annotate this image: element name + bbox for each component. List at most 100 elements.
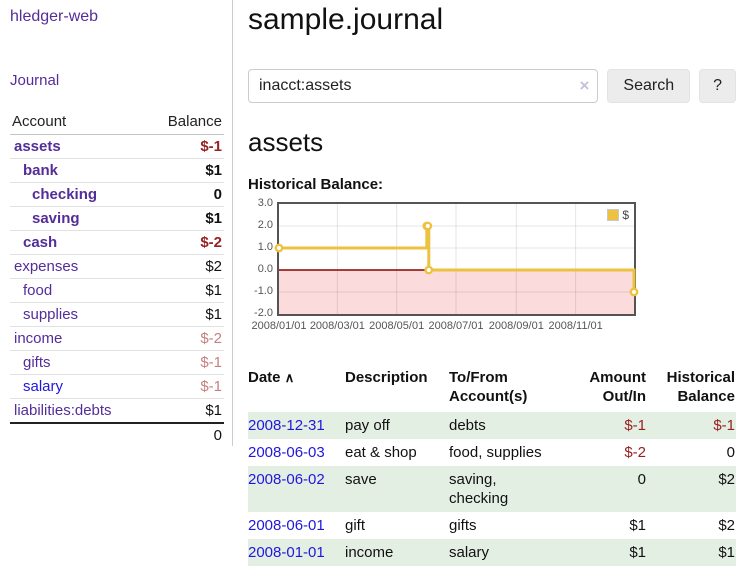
transaction-description: income — [345, 544, 394, 562]
transaction-date-link[interactable]: 2008-06-03 — [248, 444, 325, 462]
account-row: income $-2 — [10, 326, 224, 351]
transaction-accounts: debts — [449, 417, 486, 435]
chart-title: Historical Balance: — [248, 176, 384, 194]
transaction-amount: $1 — [629, 517, 646, 535]
transaction-balance: $2 — [718, 471, 735, 489]
search-box: × — [248, 68, 599, 103]
account-row: gifts $-1 — [10, 350, 224, 375]
account-balance: $2 — [146, 254, 224, 279]
account-balance: $-2 — [146, 326, 224, 351]
account-row: assets $-1 — [10, 134, 224, 159]
y-axis-label: 3.0 — [257, 197, 273, 210]
transaction-amount: $1 — [629, 544, 646, 562]
account-total-balance: 0 — [146, 422, 224, 447]
account-balance: $1 — [205, 402, 222, 419]
register-row: 2008-06-03 eat & shop food, supplies $-2 0 — [248, 439, 736, 466]
sidebar: hledger-web Journal Account Balance asse… — [0, 0, 233, 447]
account-link-expenses[interactable]: expenses — [14, 258, 79, 275]
account-row: cash $-2 — [10, 230, 224, 255]
transaction-balance: $1 — [718, 544, 735, 562]
account-column-header: Account — [10, 110, 147, 135]
transaction-description: pay off — [345, 417, 390, 435]
transaction-date-link[interactable]: 2008-01-01 — [248, 544, 325, 562]
account-total-row: 0 — [10, 422, 224, 447]
sort-ascending-icon: ∧ — [284, 370, 295, 386]
account-link-liabilities-debts[interactable]: liabilities:debts — [14, 402, 112, 419]
transaction-accounts: food, supplies — [449, 444, 542, 462]
y-axis-label: 2.0 — [257, 219, 273, 232]
account-balance: $1 — [146, 278, 224, 303]
balance-column-header: Balance — [146, 110, 224, 135]
help-button[interactable]: ? — [699, 68, 736, 103]
transaction-date-link[interactable]: 2008-06-02 — [248, 471, 325, 489]
register-row: 2008-06-01 gift gifts $1 $2 — [248, 512, 736, 539]
register-row: 2008-06-02 save saving, checking 0 $2 — [248, 466, 736, 513]
account-row: checking 0 — [10, 182, 224, 207]
legend-label: $ — [622, 208, 629, 223]
account-tree-table: Account Balance assets $-1 bank $1 checking 0… — [10, 110, 224, 447]
amount-column-header: Amount Out/In — [589, 369, 646, 406]
balance-chart: $ 3.0 2.0 1.0 0.0 -1.0 -2.0 2008/01/01 2008/03/… — [248, 197, 736, 340]
account-row: bank $1 — [10, 158, 224, 183]
accounts-column-header: To/From Account(s) — [449, 369, 528, 406]
main-content: sample.journal × Search ? assets Histori… — [248, 0, 736, 567]
transaction-amount: $-1 — [624, 417, 646, 435]
transaction-description: gift — [345, 517, 366, 535]
register-body: 2008-12-31 pay off debts $-1 $-1 2008-06-03 ea… — [248, 412, 736, 567]
x-axis-label: 2008/05/01 — [369, 320, 425, 333]
register-table: Date ∧ Description To/From Account(s) Am… — [248, 366, 736, 567]
x-axis-label: 2008/03/01 — [309, 320, 365, 333]
transaction-balance: $-1 — [713, 417, 735, 435]
account-balance: $1 — [146, 206, 224, 231]
account-balance: $-2 — [146, 230, 224, 255]
account-link-bank[interactable]: bank — [23, 162, 59, 179]
transaction-accounts: saving, checking — [449, 471, 509, 508]
chart-legend: $ — [605, 207, 631, 224]
account-balance: $-1 — [146, 374, 224, 399]
transaction-balance: 0 — [726, 444, 735, 462]
transaction-description: save — [345, 471, 377, 489]
plot-area[interactable]: $ — [274, 202, 639, 317]
register-row: 2008-01-01 income salary $1 $1 — [248, 539, 736, 567]
account-balance: $1 — [146, 158, 224, 183]
account-row: saving $1 — [10, 206, 224, 231]
account-link-assets[interactable]: assets — [14, 138, 61, 155]
x-axis-label: 2008/07/01 — [428, 320, 484, 333]
page-title: sample.journal — [248, 3, 444, 36]
transaction-date-link[interactable]: 2008-12-31 — [248, 417, 325, 435]
y-axis-label: 1.0 — [257, 241, 273, 254]
account-link-gifts[interactable]: gifts — [23, 354, 51, 371]
account-row: food $1 — [10, 278, 224, 303]
x-axis-label: 2008/01/01 — [251, 320, 307, 333]
account-balance: $-1 — [146, 134, 224, 159]
clear-search-icon[interactable]: × — [579, 75, 590, 95]
account-tree-header: Account Balance — [10, 110, 224, 135]
y-axis-label: -2.0 — [254, 307, 273, 320]
account-balance: $1 — [146, 302, 224, 327]
transaction-amount: $-2 — [624, 444, 646, 462]
account-link-checking[interactable]: checking — [32, 186, 98, 203]
account-link-saving[interactable]: saving — [32, 210, 80, 227]
search-input[interactable] — [248, 68, 599, 103]
account-link-salary[interactable]: salary — [23, 378, 64, 395]
sidebar-item-journal[interactable]: Journal — [10, 72, 60, 89]
transaction-amount: 0 — [637, 471, 646, 489]
date-column-header[interactable]: Date ∧ — [248, 369, 295, 387]
description-column-header: Description — [345, 369, 428, 387]
transaction-accounts: gifts — [449, 517, 477, 535]
y-axis-label: -1.0 — [254, 285, 273, 298]
account-link-cash[interactable]: cash — [23, 234, 58, 251]
account-link-supplies[interactable]: supplies — [23, 306, 79, 323]
account-balance: 0 — [146, 182, 224, 207]
search-button[interactable]: Search — [607, 68, 691, 103]
account-link-income[interactable]: income — [14, 330, 63, 347]
register-row: 2008-12-31 pay off debts $-1 $-1 — [248, 412, 736, 440]
account-tree-body: assets $-1 bank $1 checking 0 saving $1 cash $-2 e… — [10, 134, 224, 424]
balance-column-header-register: Historical Balance — [666, 369, 735, 406]
transaction-date-link[interactable]: 2008-06-01 — [248, 517, 325, 535]
x-axis-label: 2008/09/01 — [488, 320, 544, 333]
app-brand-link[interactable]: hledger-web — [10, 8, 99, 25]
account-link-food[interactable]: food — [23, 282, 53, 299]
transaction-balance: $2 — [718, 517, 735, 535]
legend-swatch — [607, 209, 620, 222]
